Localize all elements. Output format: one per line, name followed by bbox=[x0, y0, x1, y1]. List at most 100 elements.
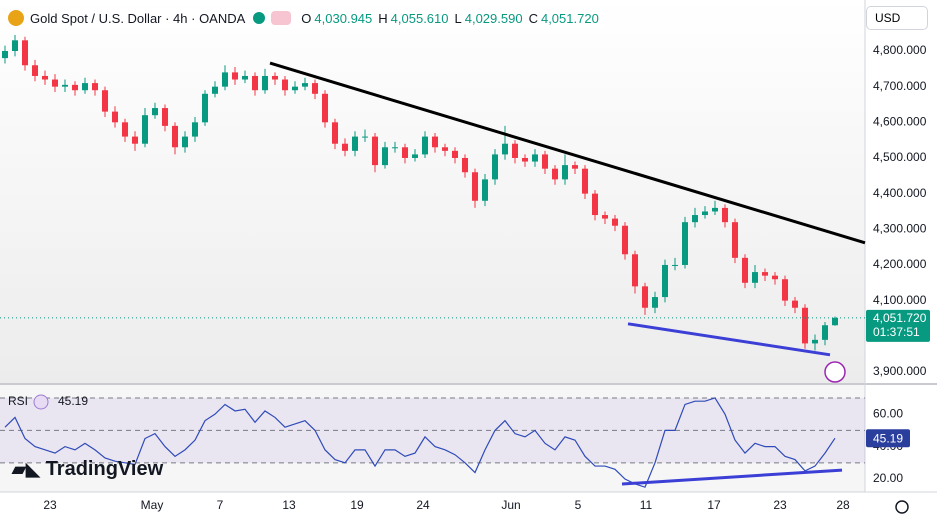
candle-body bbox=[632, 254, 638, 287]
trendline bbox=[627, 322, 831, 357]
trendline bbox=[269, 61, 866, 245]
candle-body bbox=[492, 154, 498, 180]
y-tick-label: 3,900.000 bbox=[873, 364, 927, 378]
brand-logo: ▰◣ TradingView bbox=[12, 458, 163, 481]
candle-body bbox=[502, 143, 508, 155]
candle-body bbox=[72, 84, 78, 91]
brand-mark: ▰◣ bbox=[12, 459, 40, 479]
y-tick-label: 4,500.000 bbox=[873, 150, 927, 164]
candle-body bbox=[252, 75, 258, 91]
candle-body bbox=[732, 222, 738, 258]
candle-body bbox=[222, 72, 228, 87]
candle-body bbox=[182, 136, 188, 148]
x-tick-label: 23 bbox=[43, 498, 57, 512]
close-value: 4,051.720 bbox=[540, 10, 599, 26]
candle-body bbox=[52, 79, 58, 87]
candle-body bbox=[542, 154, 548, 169]
x-tick-label: 19 bbox=[350, 498, 364, 512]
last-price-label: 4,051.720 bbox=[873, 311, 927, 325]
last-price-tag bbox=[866, 309, 930, 342]
y-tick-label: 60.00 bbox=[873, 406, 903, 420]
y-tick-label: 4,400.000 bbox=[873, 186, 927, 200]
candle-body bbox=[462, 157, 468, 173]
candle-body bbox=[412, 154, 418, 158]
candle-body bbox=[552, 168, 558, 180]
candle-body bbox=[752, 272, 758, 283]
alert-icon bbox=[824, 361, 846, 383]
candle-body bbox=[662, 264, 668, 298]
candle-body bbox=[802, 307, 808, 344]
candle-body bbox=[352, 136, 358, 151]
candle-body bbox=[342, 143, 348, 151]
rsi-trendline bbox=[621, 468, 843, 486]
rsi-icon bbox=[33, 394, 49, 410]
candle-body bbox=[132, 136, 138, 144]
open-label: O bbox=[301, 10, 312, 26]
candle-body bbox=[32, 65, 38, 76]
settings-icon[interactable] bbox=[895, 500, 909, 514]
rsi-line bbox=[4, 397, 836, 488]
countdown: 01:37:51 bbox=[873, 325, 920, 339]
x-tick-label: 7 bbox=[217, 498, 224, 512]
high-value: 4,055.610 bbox=[390, 10, 449, 26]
candle-body bbox=[232, 72, 238, 80]
y-tick-label: 4,700.000 bbox=[873, 79, 927, 93]
candle-body bbox=[202, 93, 208, 123]
candle-body bbox=[112, 111, 118, 123]
candle-body bbox=[812, 339, 818, 344]
y-tick-label: 4,200.000 bbox=[873, 257, 927, 271]
high-label: H bbox=[378, 10, 388, 26]
candle-body bbox=[282, 79, 288, 91]
candle-body bbox=[392, 147, 398, 149]
candle-body bbox=[122, 122, 128, 137]
candle-body bbox=[522, 157, 528, 162]
candle-body bbox=[472, 172, 478, 201]
candle-body bbox=[652, 297, 658, 308]
candle-body bbox=[12, 40, 18, 51]
candle-body bbox=[772, 275, 778, 280]
candle-body bbox=[612, 218, 618, 226]
x-tick-label: 13 bbox=[282, 498, 296, 512]
candle-body bbox=[62, 84, 68, 87]
candle-body bbox=[362, 136, 368, 138]
candle-body bbox=[682, 222, 688, 265]
x-tick-label: Jun bbox=[501, 498, 520, 512]
candle-body bbox=[272, 75, 278, 80]
candle-body bbox=[792, 300, 798, 308]
x-tick-label: 24 bbox=[416, 498, 430, 512]
y-tick-label: 20.00 bbox=[873, 471, 903, 485]
rsi-value: 45.19 bbox=[58, 394, 88, 408]
candle-body bbox=[762, 272, 768, 276]
candle-body bbox=[242, 75, 248, 80]
close-label: C bbox=[528, 10, 538, 26]
rsi-title: RSI bbox=[8, 394, 28, 408]
candle-body bbox=[642, 286, 648, 308]
symbol: Gold Spot / U.S. Dollar · 4h · OANDA bbox=[30, 10, 246, 26]
candle-body bbox=[262, 75, 268, 91]
x-tick-label: 5 bbox=[575, 498, 582, 512]
x-tick-label: 28 bbox=[836, 498, 850, 512]
y-tick-label: 4,600.000 bbox=[873, 114, 927, 128]
candle-body bbox=[172, 125, 178, 148]
y-tick-label: 4,100.000 bbox=[873, 293, 927, 307]
status-badge[interactable] bbox=[271, 11, 292, 25]
candle-body bbox=[482, 179, 488, 201]
candle-body bbox=[42, 75, 48, 80]
x-tick-label: May bbox=[141, 498, 164, 512]
candle-body bbox=[712, 207, 718, 212]
candle-body bbox=[782, 279, 788, 301]
y-tick-label: 4,800.000 bbox=[873, 43, 927, 57]
candle-body bbox=[422, 136, 428, 155]
currency-select[interactable]: USD bbox=[866, 6, 928, 30]
candle-body bbox=[622, 225, 628, 255]
x-tick-label: 11 bbox=[640, 498, 653, 512]
candle-body bbox=[582, 168, 588, 194]
y-tick-label: 4,300.000 bbox=[873, 221, 927, 235]
candle-body bbox=[512, 143, 518, 158]
candle-body bbox=[572, 165, 578, 169]
candle-body bbox=[402, 147, 408, 158]
candle-body bbox=[532, 154, 538, 162]
candle-body bbox=[292, 86, 298, 91]
